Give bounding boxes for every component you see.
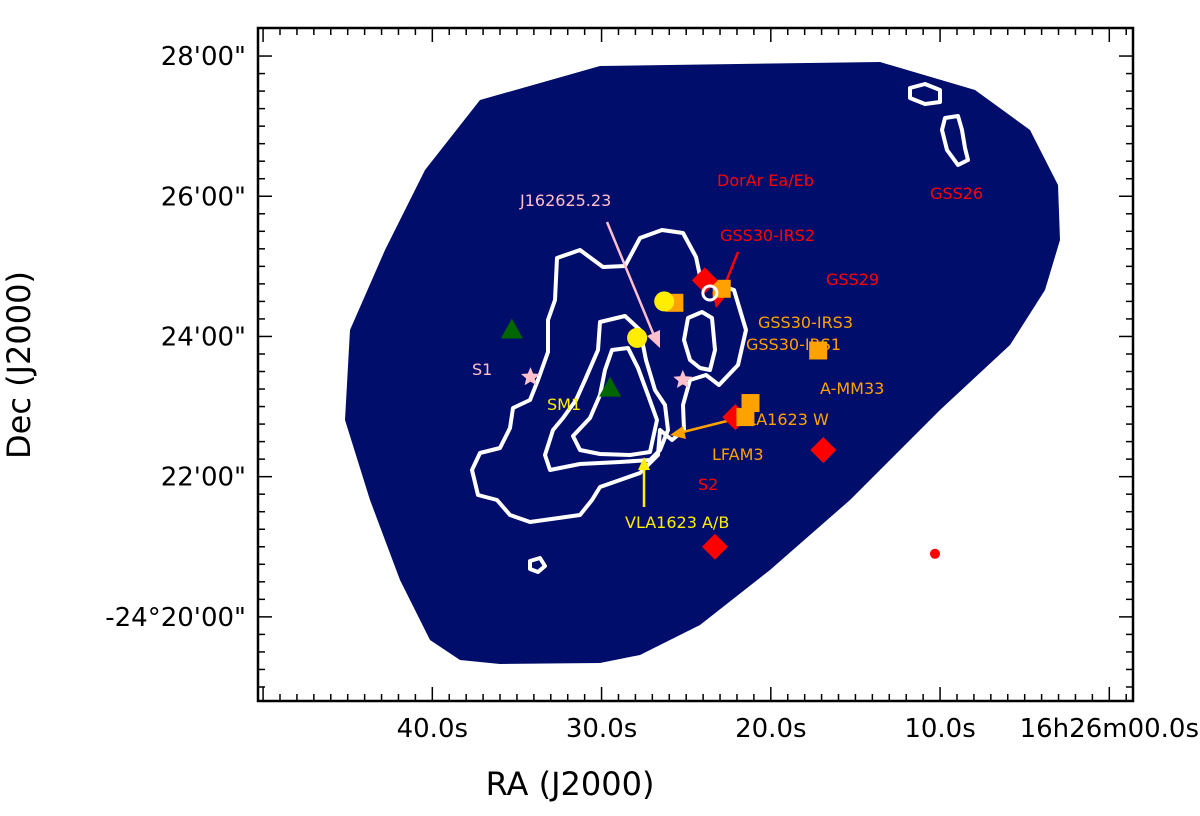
label-amm33: A-MM33 [820,379,884,398]
tick-labels: 40.0s 30.0s 20.0s 10.0s 16h26m00.0s -24°20'00… [105,42,1199,744]
coverage-region [345,62,1060,664]
contour-south [528,556,547,574]
arrow-vla1623ab-head [638,457,650,470]
arrow-j162625 [605,221,657,339]
x-tick-label: 20.0s [735,714,806,744]
label-vla1623ab: VLA1623 A/B [625,513,729,532]
label-gss30-irs1: GSS30-IRS1 [746,335,841,354]
y-tick-label: 22'00" [161,463,246,493]
arrow-vla1623w-head [670,426,686,439]
marker-vla1623-a-b [654,291,675,312]
contour-north-2 [940,114,970,167]
axes: 40.0s 30.0s 20.0s 10.0s 16h26m00.0s -24°20'00… [0,26,1199,803]
marker-j162625-23 [673,369,693,388]
label-s1: S1 [472,360,492,379]
label-lfam3: LFAM3 [712,445,764,464]
marker-ring-16 [701,284,719,302]
contours [470,82,970,574]
label-s2: S2 [698,475,718,494]
label-j162625: J162625.23 [519,191,611,210]
label-vla1623w: VLA1623 W [736,410,829,429]
contour-gss30 [682,310,717,372]
y-tick-label: 28'00" [161,42,246,72]
y-axis-title: Dec (J2000) [0,271,38,459]
marker-s1 [521,367,540,386]
marker-triangle-14 [599,376,622,397]
label-sm1: SM1 [547,395,581,414]
y-tick-label: 26'00" [161,182,246,212]
contour-north-1 [908,82,942,106]
marker-dorar-ea-eb [701,533,728,560]
contour-outer [470,228,748,524]
label-dorar: DorAr Ea/Eb [717,171,814,190]
axes-frame [256,26,1135,703]
marker-sm1 [627,327,648,348]
x-tick-label: 40.0s [397,714,468,744]
arrow-vla1623w [682,418,732,434]
label-gss29: GSS29 [826,270,879,289]
markers [500,267,944,563]
x-tick-label: 16h26m00.0s [1020,714,1199,744]
y-tick-label: 24'00" [161,322,246,352]
x-axis-title: RA (J2000) [486,765,655,803]
arrow-j162625-head [647,330,660,348]
label-gss30-irs2: GSS30-IRS2 [720,226,815,245]
marker-a-mm33 [809,341,828,360]
annotations [605,221,740,507]
marker-gss26 [929,548,940,559]
contour-middle [543,314,670,472]
label-gss26: GSS26 [930,184,983,203]
x-tick-label: 30.0s [566,714,637,744]
marker-gss30-irs3 [736,408,755,427]
source-labels: DorAr Ea/Eb GSS26 GSS30-IRS2 GSS29 GSS30… [472,171,983,532]
marker-triangle-15 [500,318,523,339]
marker-gss30-irs1 [741,394,760,413]
label-gss30-irs3: GSS30-IRS3 [758,313,853,332]
marker-gss29 [810,437,837,464]
y-tick-label: -24°20'00" [105,603,246,633]
contour-inner [571,346,659,457]
x-tick-label: 10.0s [904,714,975,744]
ticks [258,28,1133,701]
